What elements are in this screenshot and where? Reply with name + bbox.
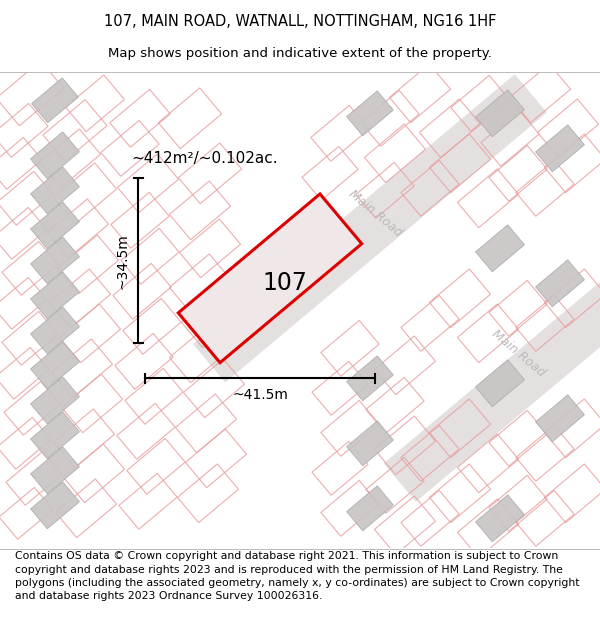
Polygon shape <box>347 486 394 531</box>
Polygon shape <box>347 91 394 136</box>
Polygon shape <box>31 412 79 459</box>
Text: 107: 107 <box>263 271 307 295</box>
Text: ~412m²/~0.102ac.: ~412m²/~0.102ac. <box>131 151 278 166</box>
Polygon shape <box>31 237 79 284</box>
Polygon shape <box>31 377 79 424</box>
Polygon shape <box>31 272 79 319</box>
Polygon shape <box>31 482 79 529</box>
Polygon shape <box>31 132 79 179</box>
Polygon shape <box>31 202 79 249</box>
Text: ~41.5m: ~41.5m <box>232 388 288 402</box>
Polygon shape <box>31 447 79 494</box>
Polygon shape <box>31 167 79 214</box>
Polygon shape <box>347 356 394 401</box>
Polygon shape <box>476 495 524 542</box>
Polygon shape <box>31 342 79 389</box>
Polygon shape <box>536 125 584 172</box>
Polygon shape <box>476 360 524 407</box>
Text: Main Road: Main Road <box>489 328 547 379</box>
Text: Map shows position and indicative extent of the property.: Map shows position and indicative extent… <box>108 48 492 61</box>
Polygon shape <box>476 225 524 272</box>
Text: 107, MAIN ROAD, WATNALL, NOTTINGHAM, NG16 1HF: 107, MAIN ROAD, WATNALL, NOTTINGHAM, NG1… <box>104 14 496 29</box>
Polygon shape <box>536 260 584 307</box>
Polygon shape <box>384 245 600 502</box>
Polygon shape <box>31 307 79 354</box>
Polygon shape <box>536 395 584 442</box>
Polygon shape <box>347 421 394 466</box>
Text: Main Road: Main Road <box>346 188 404 239</box>
Polygon shape <box>193 74 547 382</box>
Text: ~34.5m: ~34.5m <box>115 233 129 289</box>
Text: Contains OS data © Crown copyright and database right 2021. This information is : Contains OS data © Crown copyright and d… <box>15 551 580 601</box>
Polygon shape <box>476 90 524 137</box>
Polygon shape <box>32 78 79 122</box>
Polygon shape <box>178 194 362 362</box>
